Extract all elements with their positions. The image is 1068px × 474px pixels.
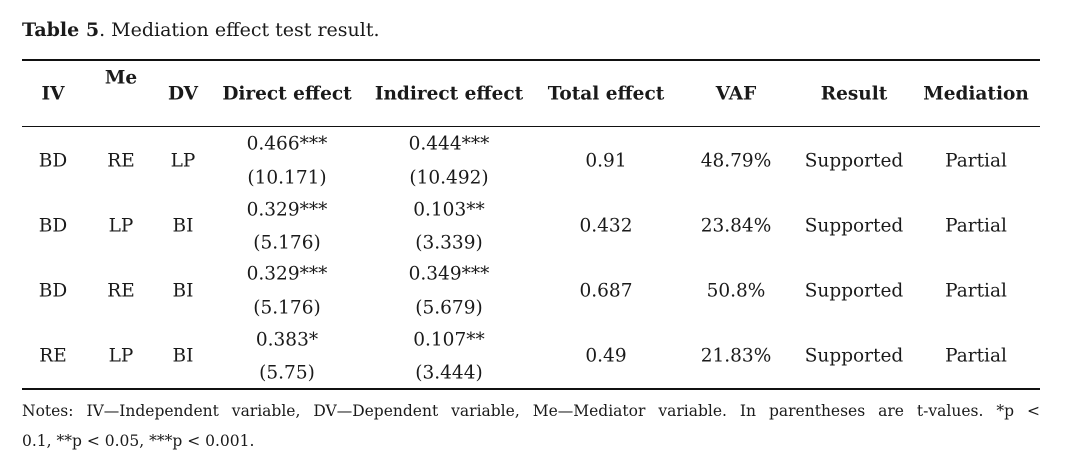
caption-text: . Mediation effect test result. <box>99 19 380 41</box>
row3-vaf: 50.8% <box>706 280 766 302</box>
row1-direct: 0.466*** <box>246 133 328 155</box>
header-result: Result <box>820 83 888 105</box>
row4-mediation: Partial <box>945 345 1007 367</box>
row2-vaf: 23.84% <box>700 215 772 237</box>
table-bottom-rule <box>22 388 1040 390</box>
table-caption: Table 5. Mediation effect test result. <box>22 19 380 41</box>
row3-me: RE <box>107 280 135 302</box>
row4-iv: RE <box>39 345 67 367</box>
row1-total: 0.91 <box>585 150 627 172</box>
table-notes: Notes: IV—Independent variable, DV—Depen… <box>22 396 1040 456</box>
row1-result: Supported <box>804 150 904 172</box>
row4-result: Supported <box>804 345 904 367</box>
table-top-rule <box>22 59 1040 61</box>
row4-vaf: 21.83% <box>700 345 772 367</box>
row4-total: 0.49 <box>585 345 627 367</box>
row2-indirect: 0.103** <box>413 199 485 221</box>
row2-direct: 0.329*** <box>246 199 328 221</box>
caption-label: Table 5 <box>22 19 100 41</box>
row3-direct: 0.329*** <box>246 263 328 285</box>
row4-indirect: 0.107** <box>413 329 485 351</box>
row2-mediation: Partial <box>945 215 1007 237</box>
notes-line-1: Notes: IV—Independent variable, DV—Depen… <box>22 402 1040 420</box>
header-vaf: VAF <box>715 83 757 105</box>
row4-indirect-t: (3.444) <box>415 362 483 384</box>
row1-iv: BD <box>38 150 68 172</box>
notes-line-2: 0.1, **p < 0.05, ***p < 0.001. <box>22 432 255 450</box>
row2-result: Supported <box>804 215 904 237</box>
row1-dv: LP <box>170 150 196 172</box>
header-total-effect: Total effect <box>547 83 665 105</box>
row2-total: 0.432 <box>579 215 633 237</box>
row2-indirect-t: (3.339) <box>415 232 483 254</box>
row3-direct-t: (5.176) <box>253 297 321 319</box>
header-dv: DV <box>167 83 199 105</box>
row3-mediation: Partial <box>945 280 1007 302</box>
header-direct-effect: Direct effect <box>222 83 352 105</box>
row1-direct-t: (10.171) <box>247 167 327 189</box>
row3-total: 0.687 <box>579 280 633 302</box>
header-rule <box>22 126 1040 127</box>
row2-iv: BD <box>38 215 68 237</box>
row1-indirect: 0.444*** <box>408 133 490 155</box>
header-indirect-effect: Indirect effect <box>374 83 524 105</box>
row1-indirect-t: (10.492) <box>409 167 489 189</box>
row3-indirect-t: (5.679) <box>415 297 483 319</box>
row4-direct: 0.383* <box>255 329 319 351</box>
row1-me: RE <box>107 150 135 172</box>
row4-direct-t: (5.75) <box>259 362 315 384</box>
row2-dv: BI <box>172 215 194 237</box>
row4-dv: BI <box>172 345 194 367</box>
row1-mediation: Partial <box>945 150 1007 172</box>
row3-indirect: 0.349*** <box>408 263 490 285</box>
row3-iv: BD <box>38 280 68 302</box>
row2-direct-t: (5.176) <box>253 232 321 254</box>
row1-vaf: 48.79% <box>700 150 772 172</box>
header-me: Me <box>104 67 138 89</box>
header-iv: IV <box>41 83 65 105</box>
header-mediation: Mediation <box>923 83 1029 105</box>
row3-result: Supported <box>804 280 904 302</box>
row4-me: LP <box>108 345 134 367</box>
row3-dv: BI <box>172 280 194 302</box>
row2-me: LP <box>108 215 134 237</box>
